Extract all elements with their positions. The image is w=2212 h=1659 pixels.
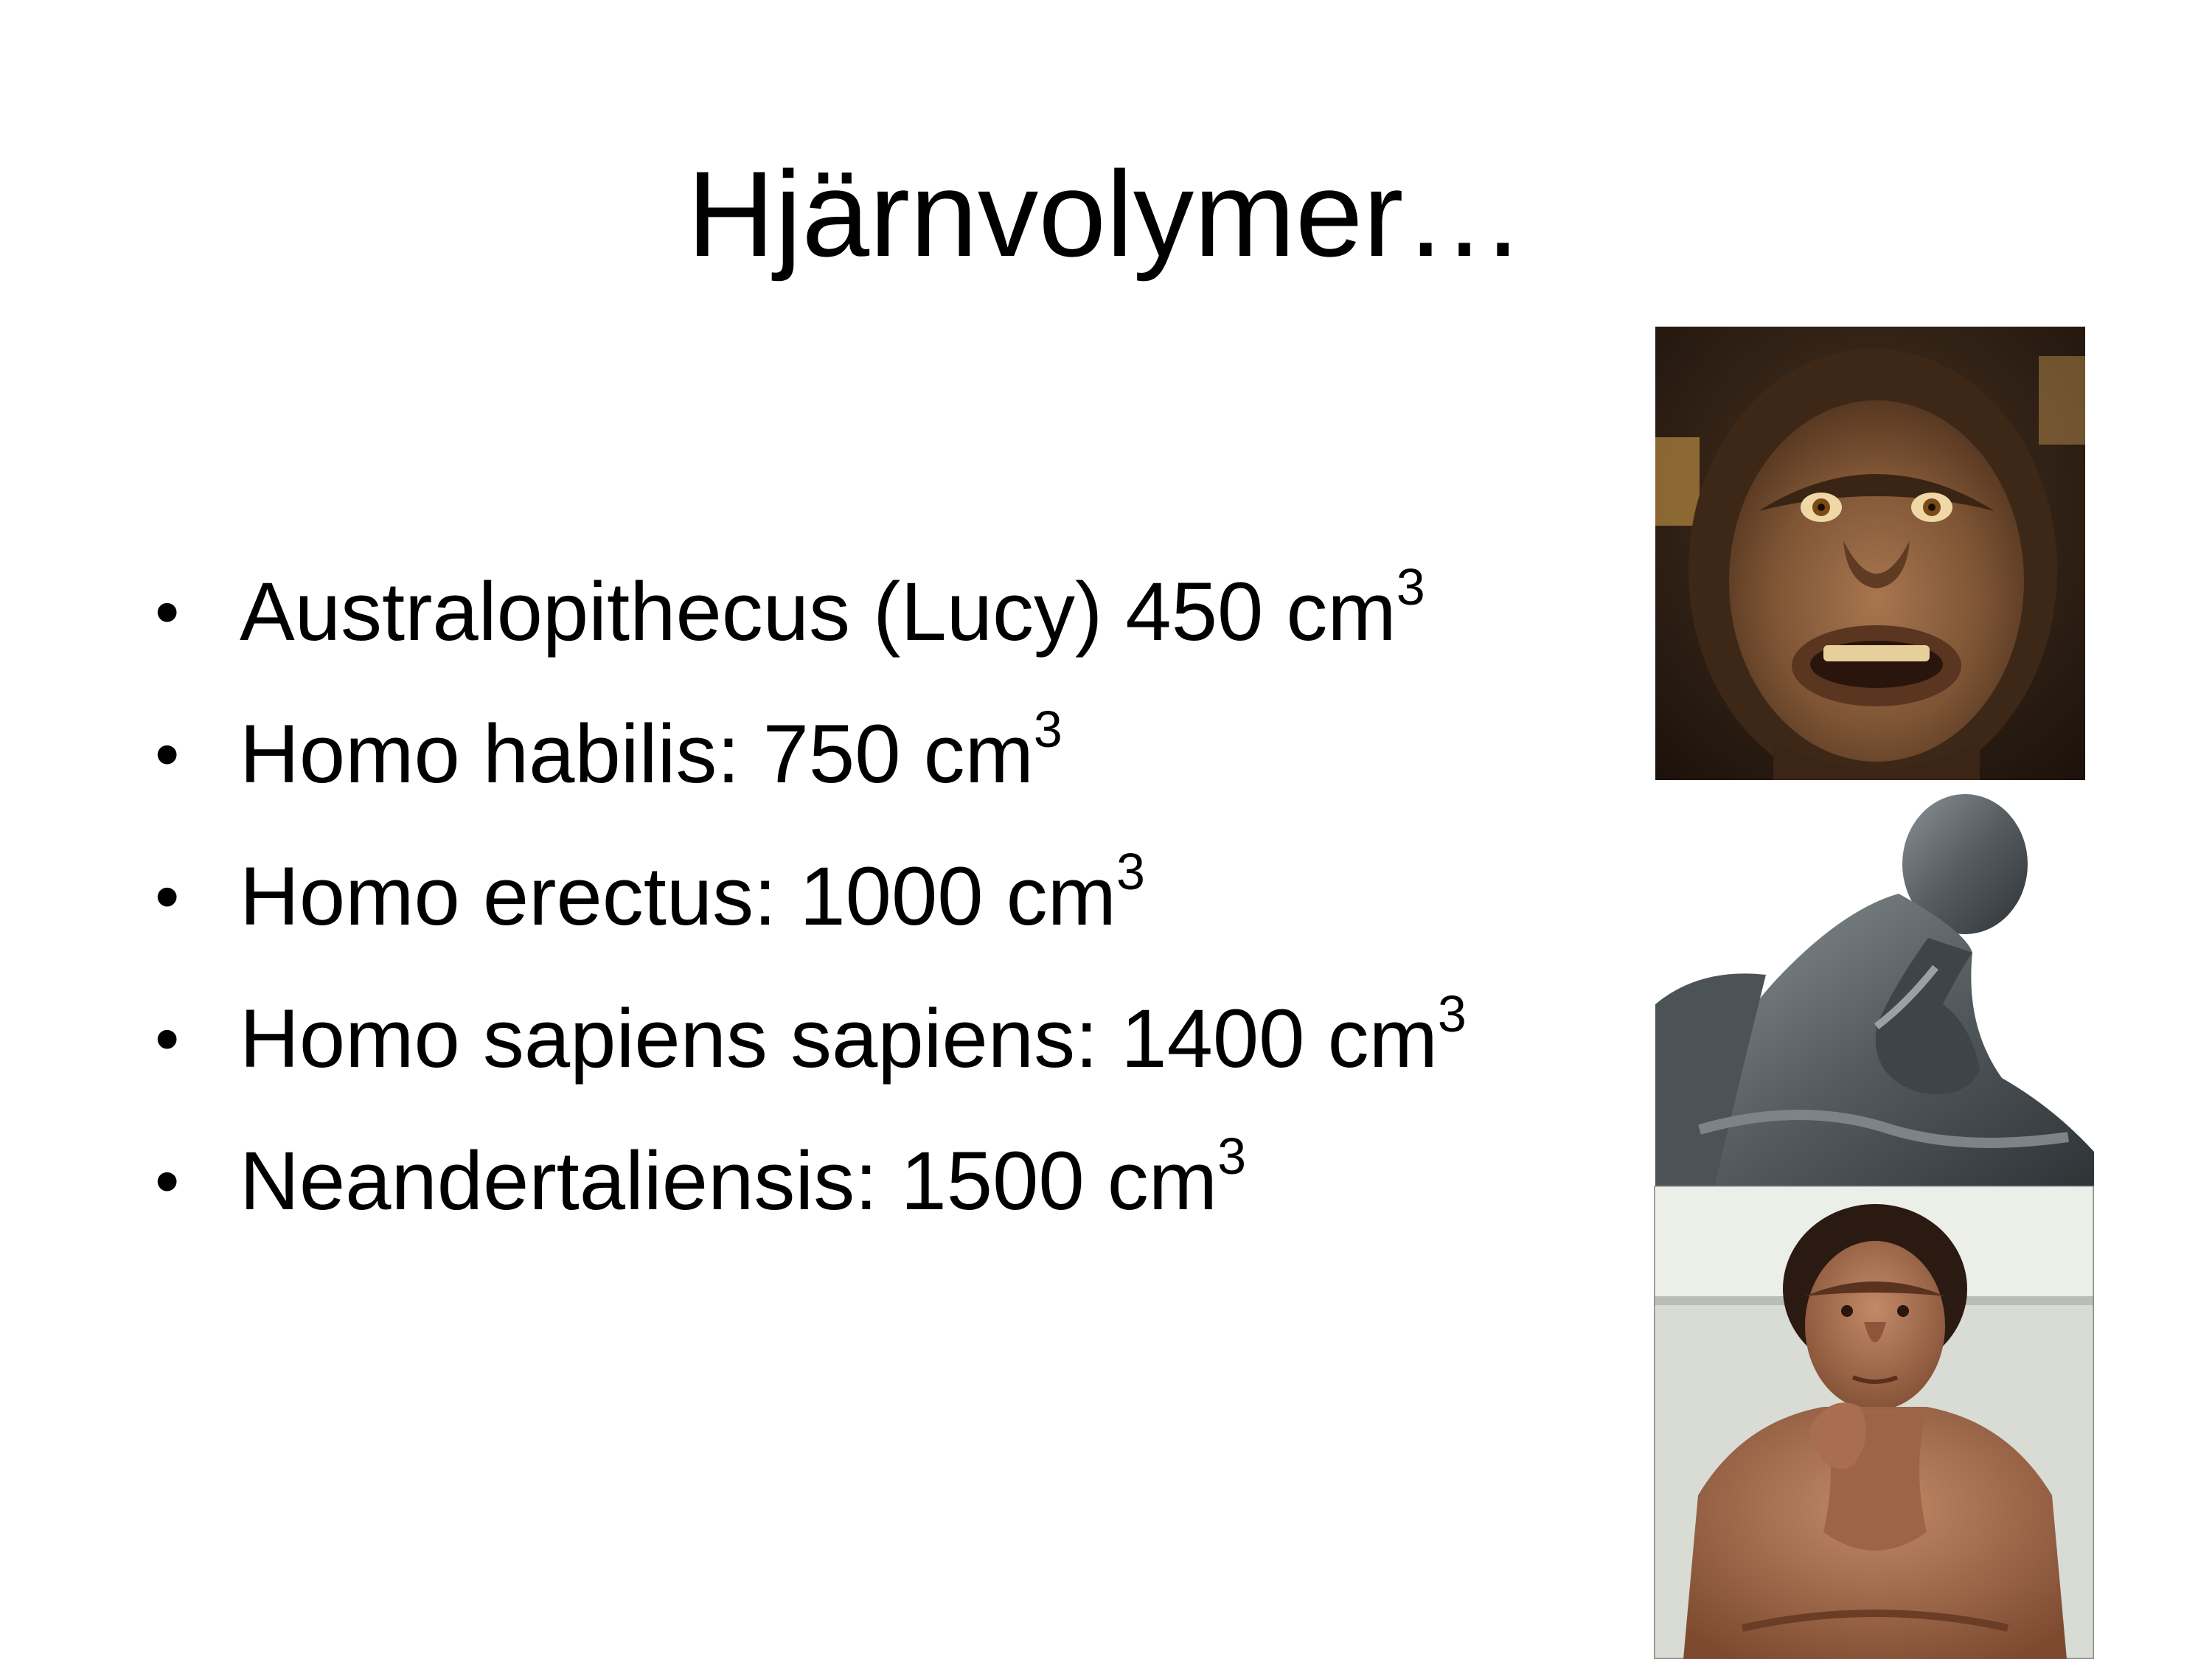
thinker-statue-illustration (1655, 783, 2094, 1187)
bullet-icon: • (155, 573, 180, 651)
superscript: 3 (1437, 985, 1467, 1043)
superscript: 3 (1116, 843, 1145, 900)
neanderthal-illustration (1654, 1186, 2094, 1659)
bullet-icon: • (155, 715, 180, 793)
bullet-text: Homo habilis: 750 cm (240, 708, 1034, 800)
bullet-text: Homo sapiens sapiens: 1400 cm (240, 992, 1438, 1085)
australopithecus-lucy-photo (1655, 327, 2085, 780)
superscript: 3 (1217, 1127, 1246, 1185)
bullet-item-homo-sapiens-sapiens: • Homo sapiens sapiens: 1400 cm3 (155, 984, 1630, 1126)
lucy-face-illustration (1655, 327, 2085, 780)
bullet-item-homo-erectus: • Homo erectus: 1000 cm3 (155, 841, 1630, 984)
bullet-item-homo-habilis: • Homo habilis: 750 cm3 (155, 699, 1630, 841)
neanderthal-reconstruction-photo (1654, 1186, 2094, 1659)
bullet-item-neandertaliensis: • Neandertaliensis: 1500 cm3 (155, 1126, 1630, 1268)
bullet-text: Neandertaliensis: 1500 cm (240, 1135, 1218, 1227)
bullet-icon: • (155, 1142, 180, 1220)
bullet-icon: • (155, 1000, 180, 1078)
thinker-statue-photo (1655, 783, 2094, 1187)
bullet-item-australopithecus: • Australopithecus (Lucy) 450 cm3 (155, 557, 1630, 699)
slide-title: Hjärnvolymer… (686, 146, 1526, 282)
bullet-text: Homo erectus: 1000 cm (240, 850, 1116, 942)
superscript: 3 (1396, 558, 1425, 616)
superscript: 3 (1033, 700, 1062, 758)
bullet-text: Australopithecus (Lucy) 450 cm (240, 566, 1397, 658)
bullet-list: • Australopithecus (Lucy) 450 cm3 • Homo… (155, 557, 1630, 1268)
bullet-icon: • (155, 858, 180, 936)
